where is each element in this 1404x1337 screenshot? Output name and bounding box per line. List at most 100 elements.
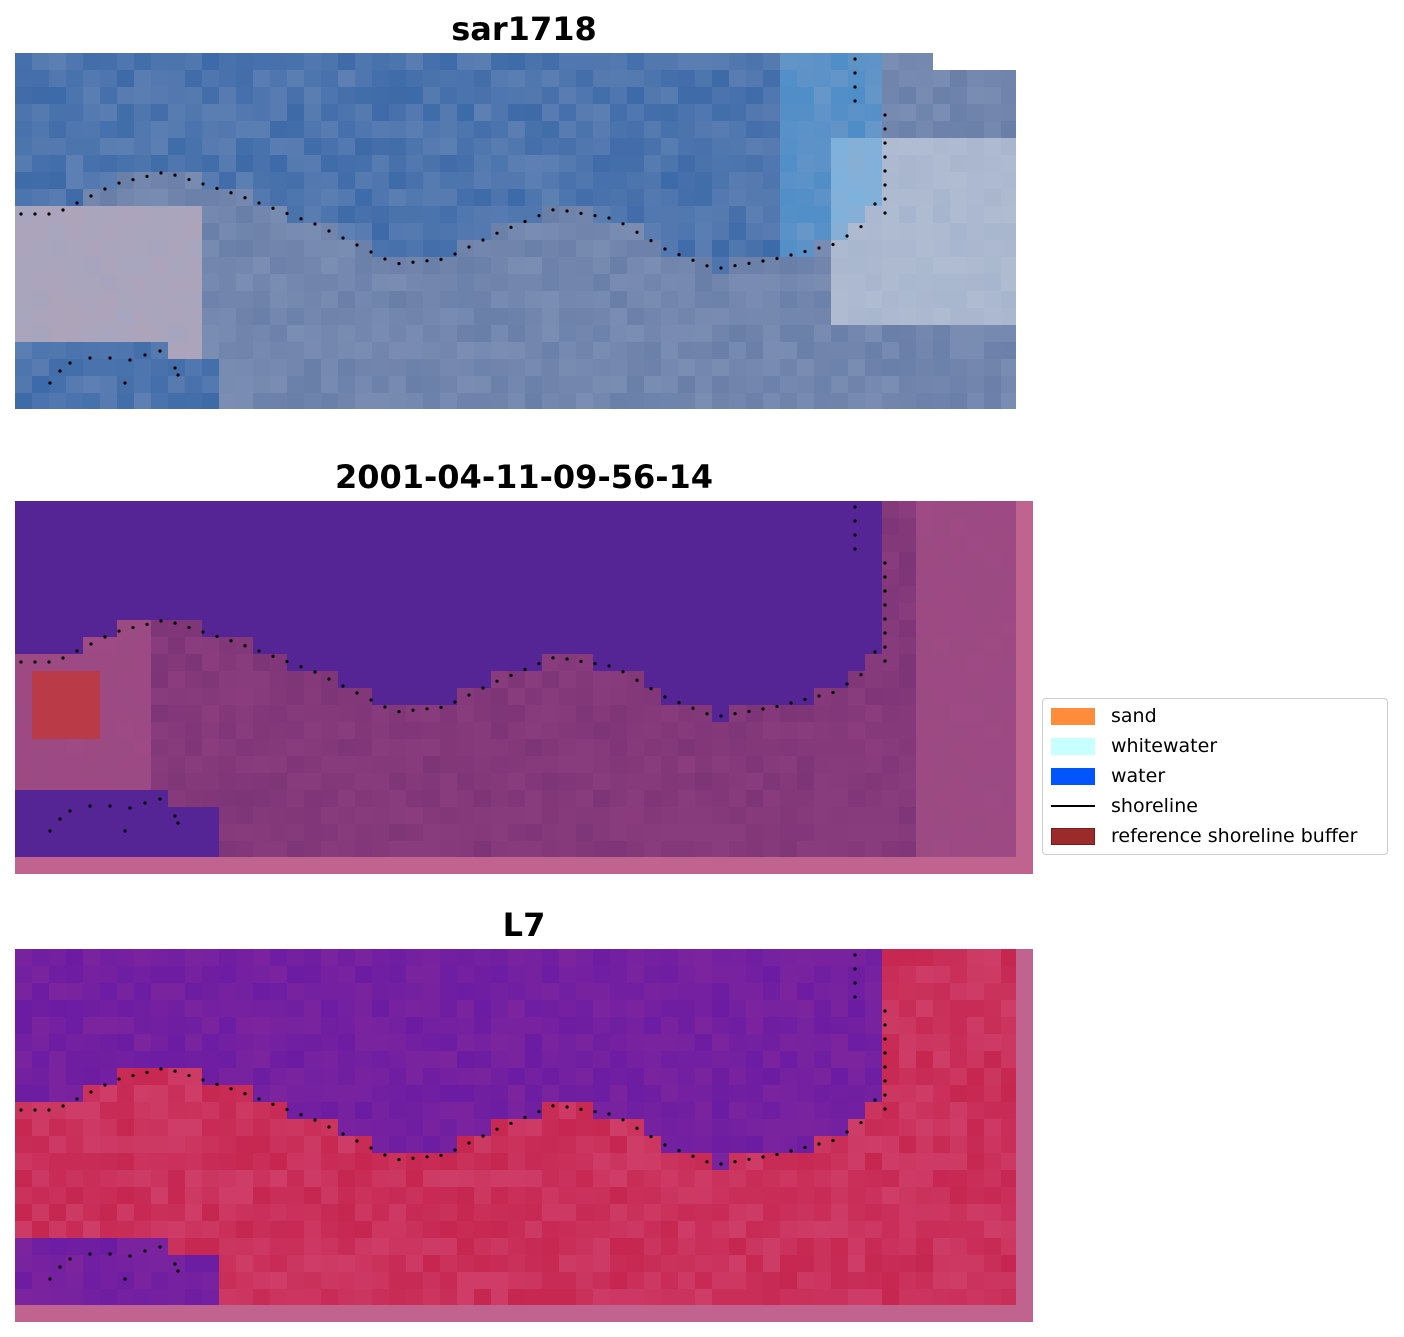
raster-pixel (389, 966, 406, 983)
raster-pixel (542, 705, 559, 722)
raster-pixel (457, 756, 474, 773)
raster-pixel (253, 790, 270, 807)
raster-pixel (338, 790, 355, 807)
raster-pixel (984, 274, 1001, 291)
raster-pixel (746, 1085, 763, 1102)
raster-pixel (372, 1204, 389, 1221)
raster-pixel (406, 1238, 423, 1255)
raster-pixel (780, 138, 797, 155)
raster-pixel (253, 773, 270, 790)
raster-pixel (746, 1255, 763, 1272)
raster-pixel (559, 393, 576, 409)
raster-pixel (525, 1187, 542, 1204)
raster-pixel (423, 1017, 440, 1034)
raster-pixel (644, 501, 661, 518)
raster-pixel (406, 705, 423, 722)
raster-pixel (253, 1068, 270, 1085)
shoreline-point (128, 806, 132, 810)
raster-pixel (593, 671, 610, 688)
raster-pixel (695, 1051, 712, 1068)
raster-pixel (848, 841, 865, 857)
raster-pixel (508, 1238, 525, 1255)
raster-pixel (542, 104, 559, 121)
raster-pixel (916, 53, 933, 70)
raster-pixel (508, 1102, 525, 1119)
shoreline-point (853, 995, 857, 999)
raster-pixel (831, 552, 848, 569)
raster-pixel (882, 342, 899, 359)
shoreline-point (75, 649, 79, 653)
raster-pixel (576, 1170, 593, 1187)
raster-pixel (916, 1272, 933, 1289)
raster-pixel (661, 518, 678, 535)
raster-pixel (185, 807, 202, 824)
raster-pixel (746, 1017, 763, 1034)
raster-pixel (950, 308, 967, 325)
raster-pixel (559, 257, 576, 274)
raster-pixel (678, 1238, 695, 1255)
raster-pixel (933, 1289, 950, 1305)
raster-pixel (185, 1153, 202, 1170)
raster-pixel (49, 240, 66, 257)
raster-pixel (32, 841, 49, 857)
raster-pixel (967, 807, 984, 824)
raster-pixel (491, 121, 508, 138)
raster-pixel (202, 824, 219, 841)
raster-pixel (950, 274, 967, 291)
raster-pixel (746, 949, 763, 966)
raster-pixel (593, 654, 610, 671)
raster-pixel (117, 756, 134, 773)
raster-pixel (729, 1068, 746, 1085)
raster-pixel (32, 824, 49, 841)
raster-pixel (950, 620, 967, 637)
raster-pixel (848, 1085, 865, 1102)
raster-pixel (236, 1255, 253, 1272)
raster-pixel (457, 138, 474, 155)
raster-pixel (372, 70, 389, 87)
raster-pixel (967, 1255, 984, 1272)
raster-pixel (49, 1238, 66, 1255)
raster-pixel (865, 535, 882, 552)
raster-pixel (304, 87, 321, 104)
raster-pixel (576, 1102, 593, 1119)
raster-pixel (627, 274, 644, 291)
raster-pixel (32, 756, 49, 773)
raster-pixel (100, 1255, 117, 1272)
raster-pixel (780, 773, 797, 790)
raster-pixel (916, 966, 933, 983)
raster-pixel (916, 983, 933, 1000)
raster-pixel (49, 603, 66, 620)
raster-pixel (831, 1119, 848, 1136)
raster-pixel (746, 1153, 763, 1170)
raster-pixel (304, 393, 321, 409)
raster-pixel (559, 87, 576, 104)
raster-pixel (627, 1187, 644, 1204)
classification-panel (15, 501, 1033, 874)
raster-pixel (15, 773, 32, 790)
raster-pixel (627, 983, 644, 1000)
raster-pixel (576, 291, 593, 308)
raster-pixel (661, 257, 678, 274)
raster-pixel (406, 274, 423, 291)
raster-pixel (525, 1221, 542, 1238)
raster-pixel (321, 501, 338, 518)
raster-pixel (321, 841, 338, 857)
raster-pixel (729, 138, 746, 155)
raster-pixel (372, 53, 389, 70)
raster-pixel (270, 773, 287, 790)
raster-pixel (542, 342, 559, 359)
raster-pixel (950, 1000, 967, 1017)
raster-pixel (576, 739, 593, 756)
raster-pixel (406, 70, 423, 87)
raster-pixel (49, 807, 66, 824)
raster-pixel (372, 138, 389, 155)
raster-pixel (882, 552, 899, 569)
raster-pixel (984, 87, 1001, 104)
raster-pixel (729, 705, 746, 722)
raster-pixel (440, 1238, 457, 1255)
raster-pixel (15, 53, 32, 70)
raster-pixel (576, 688, 593, 705)
raster-pixel (746, 705, 763, 722)
raster-pixel (899, 308, 916, 325)
raster-pixel (117, 671, 134, 688)
